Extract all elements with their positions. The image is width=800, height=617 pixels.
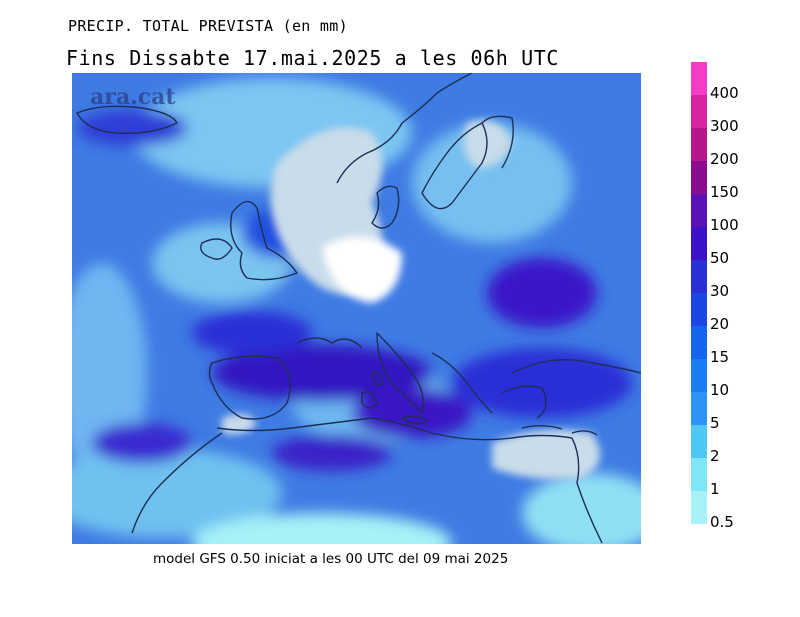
color-scale-swatch bbox=[691, 227, 707, 260]
coastlines bbox=[76, 73, 641, 544]
color-scale-swatch bbox=[691, 425, 707, 458]
model-run-info: model GFS 0.50 iniciat a les 00 UTC del … bbox=[153, 551, 509, 567]
precipitation-map bbox=[72, 73, 641, 544]
aracat-logo: ara.cat bbox=[90, 84, 176, 110]
color-scale-swatch bbox=[691, 458, 707, 491]
color-scale-swatch bbox=[691, 95, 707, 128]
finland-coast bbox=[481, 115, 514, 169]
chart-subtitle: Fins Dissabte 17.mai.2025 a les 06h UTC bbox=[66, 46, 559, 70]
color-scale-swatch bbox=[691, 491, 707, 524]
color-scale-swatch bbox=[691, 62, 707, 95]
corsica-coast bbox=[371, 371, 383, 387]
color-scale-swatch bbox=[691, 293, 707, 326]
cyprus-coast bbox=[571, 430, 598, 436]
color-scale-label: 2 bbox=[710, 447, 720, 465]
color-scale-label: 5 bbox=[710, 414, 720, 432]
iceland-coast bbox=[76, 105, 178, 134]
chart-title: PRECIP. TOTAL PREVISTA (en mm) bbox=[68, 17, 348, 35]
color-scale-swatch bbox=[691, 359, 707, 392]
levant-red-sea-coast bbox=[571, 437, 603, 544]
color-scale-label: 15 bbox=[710, 348, 730, 366]
color-scale-swatch bbox=[691, 128, 707, 161]
color-scale-label: 10 bbox=[710, 381, 730, 399]
color-scale-label: 400 bbox=[710, 84, 739, 102]
morocco-atlantic-coast bbox=[131, 432, 223, 534]
color-scale-swatch bbox=[691, 161, 707, 194]
sardinia-coast bbox=[361, 391, 378, 409]
color-scale-swatch bbox=[691, 260, 707, 293]
norway-coast bbox=[336, 73, 473, 184]
crete-coast bbox=[521, 425, 563, 430]
color-scale bbox=[691, 62, 707, 524]
no-precip-area bbox=[322, 236, 402, 303]
denmark-coast bbox=[371, 185, 400, 229]
color-scale-label: 200 bbox=[710, 150, 739, 168]
sicily-coast bbox=[401, 415, 428, 425]
italy-coast bbox=[376, 332, 424, 414]
iberia-coast bbox=[208, 355, 291, 420]
color-scale-label: 20 bbox=[710, 315, 730, 333]
north-africa-coast bbox=[216, 417, 573, 441]
color-scale-label: 300 bbox=[710, 117, 739, 135]
color-scale-label: 0.5 bbox=[710, 513, 734, 531]
color-scale-label: 150 bbox=[710, 183, 739, 201]
balkan-coast bbox=[431, 352, 493, 414]
color-scale-label: 100 bbox=[710, 216, 739, 234]
color-scale-swatch bbox=[691, 392, 707, 425]
france-med-coast bbox=[296, 337, 363, 349]
color-scale-swatch bbox=[691, 326, 707, 359]
britain-coast bbox=[230, 200, 298, 281]
color-scale-label: 30 bbox=[710, 282, 730, 300]
sweden-coast bbox=[421, 122, 488, 210]
ireland-coast bbox=[200, 238, 233, 260]
color-scale-label: 50 bbox=[710, 249, 730, 267]
map-canvas bbox=[72, 73, 641, 544]
greece-coast bbox=[501, 385, 547, 419]
color-scale-swatch bbox=[691, 194, 707, 227]
black-sea-coast bbox=[511, 359, 641, 374]
color-scale-label: 1 bbox=[710, 480, 720, 498]
